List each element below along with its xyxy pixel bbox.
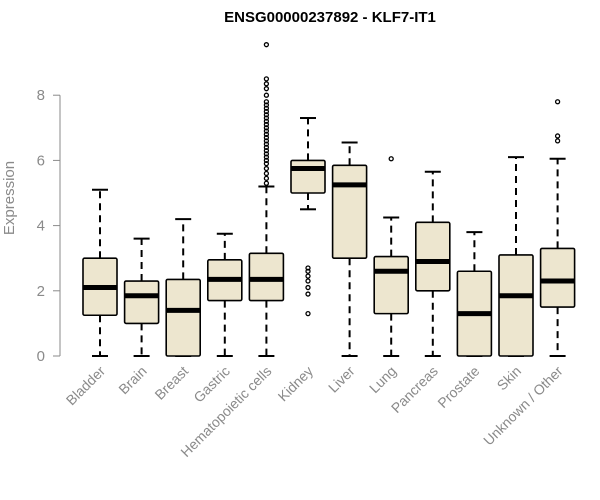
box-group [414, 170, 451, 357]
outlier-point [263, 138, 270, 144]
y-tick-label: 4 [37, 218, 45, 235]
plot-area [82, 42, 576, 357]
outlier-point [305, 273, 311, 279]
x-category-label: Bladder [63, 363, 109, 409]
box-iqr [331, 164, 368, 259]
outlier-point [263, 141, 270, 147]
outlier-point [263, 102, 270, 108]
box-group [498, 156, 534, 357]
outlier-point [263, 147, 270, 154]
box-group [82, 188, 118, 357]
outlier-point [263, 151, 270, 157]
y-tick-label: 0 [37, 348, 45, 365]
outlier-point [554, 138, 561, 144]
box-iqr [290, 159, 326, 194]
box-group [165, 218, 201, 357]
x-category-label: Brain [115, 363, 149, 397]
outlier-point [305, 291, 311, 297]
outlier-point [263, 121, 270, 128]
outlier-point [263, 86, 270, 92]
outlier-point [263, 144, 270, 151]
box-group [539, 99, 576, 357]
outlier-point [388, 156, 394, 162]
y-tick-label: 8 [37, 87, 45, 104]
outlier-point [263, 92, 270, 98]
x-category-label: Liver [325, 363, 358, 396]
outlier-point [305, 278, 311, 284]
outlier-point [263, 157, 270, 164]
outlier-point [305, 268, 311, 274]
outlier-point [263, 76, 270, 82]
box-iqr [373, 255, 410, 315]
outlier-point [263, 115, 270, 121]
x-category-label: Skin [494, 363, 525, 394]
outlier-point [263, 161, 270, 167]
outlier-point [305, 284, 311, 291]
x-category-label: Unknown / Other [480, 363, 566, 449]
box-group [248, 42, 285, 357]
outlier-point [554, 133, 561, 139]
outlier-point [263, 128, 270, 134]
box-iqr [498, 254, 534, 357]
box-iqr [123, 280, 160, 325]
outlier-point [263, 134, 270, 141]
y-axis-label: Expression [1, 161, 18, 235]
outlier-point [263, 42, 270, 48]
box-group [373, 156, 410, 357]
outlier-point [263, 112, 270, 118]
y-tick-label: 2 [37, 283, 45, 300]
outlier-point [263, 180, 270, 186]
box-group [207, 232, 243, 357]
y-tick-label: 6 [37, 152, 45, 169]
chart-title: ENSG00000237892 - KLF7-IT1 [224, 9, 436, 26]
x-category-label: Prostate [434, 363, 482, 411]
outlier-point [263, 105, 270, 111]
outlier-point [263, 170, 270, 177]
outlier-point [305, 310, 311, 317]
box-iqr [414, 221, 451, 292]
outlier-point [554, 99, 561, 105]
outlier-point [263, 108, 270, 115]
x-category-label: Kidney [275, 363, 317, 405]
box-iqr [165, 278, 201, 357]
box-iqr [539, 247, 576, 308]
outlier-point [263, 81, 270, 87]
box-group [331, 141, 368, 357]
outlier-point [305, 265, 311, 271]
outlier-point [263, 165, 270, 172]
outlier-point [263, 125, 270, 131]
x-category-label: Breast [151, 363, 191, 403]
y-axis: 0 2 4 6 8 [37, 87, 61, 365]
outlier-point [263, 131, 270, 137]
outlier-point [263, 118, 270, 124]
box-group [456, 231, 493, 357]
outlier-point [263, 175, 270, 181]
box-group [290, 117, 326, 317]
outlier-point [263, 154, 270, 160]
box-group [123, 237, 160, 357]
x-category-label: Lung [366, 363, 399, 396]
outlier-point [263, 99, 270, 105]
